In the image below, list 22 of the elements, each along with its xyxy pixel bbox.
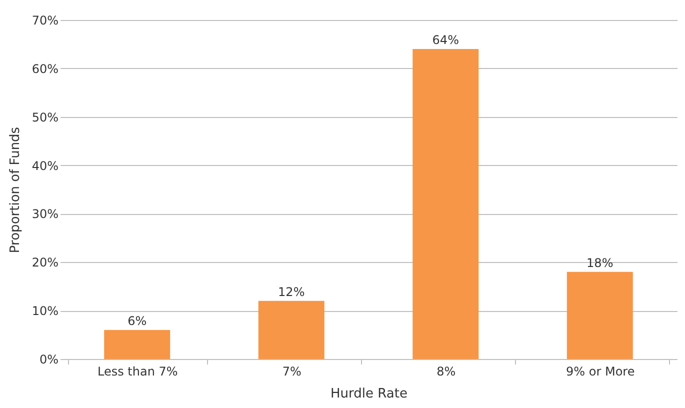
y-tick-label: 20% [32, 256, 58, 270]
y-tick-label: 60% [32, 62, 58, 76]
y-axis-title: Proportion of Funds [8, 126, 23, 254]
y-tick-label: 10% [32, 304, 58, 318]
y-tick-label: 50% [32, 110, 58, 124]
bar [104, 330, 170, 359]
x-tick-label: 9% or More [566, 364, 635, 378]
x-tick-label: 7% [282, 364, 302, 378]
x-tick-label: Less than 7% [97, 364, 178, 378]
y-tick-label: 40% [32, 158, 58, 173]
x-axis-title: Hurdle Rate [330, 386, 408, 402]
data-label: 64% [432, 33, 459, 48]
bar [258, 300, 324, 359]
bar [412, 49, 479, 359]
bar [566, 272, 633, 359]
x-tick-label: 8% [436, 364, 456, 378]
data-label: 6% [128, 314, 147, 328]
y-tick-label: 70% [32, 14, 58, 28]
data-label: 12% [278, 284, 305, 299]
data-label: 18% [586, 256, 614, 270]
y-tick-label: 30% [32, 207, 58, 222]
y-tick-label: 0% [39, 352, 58, 366]
